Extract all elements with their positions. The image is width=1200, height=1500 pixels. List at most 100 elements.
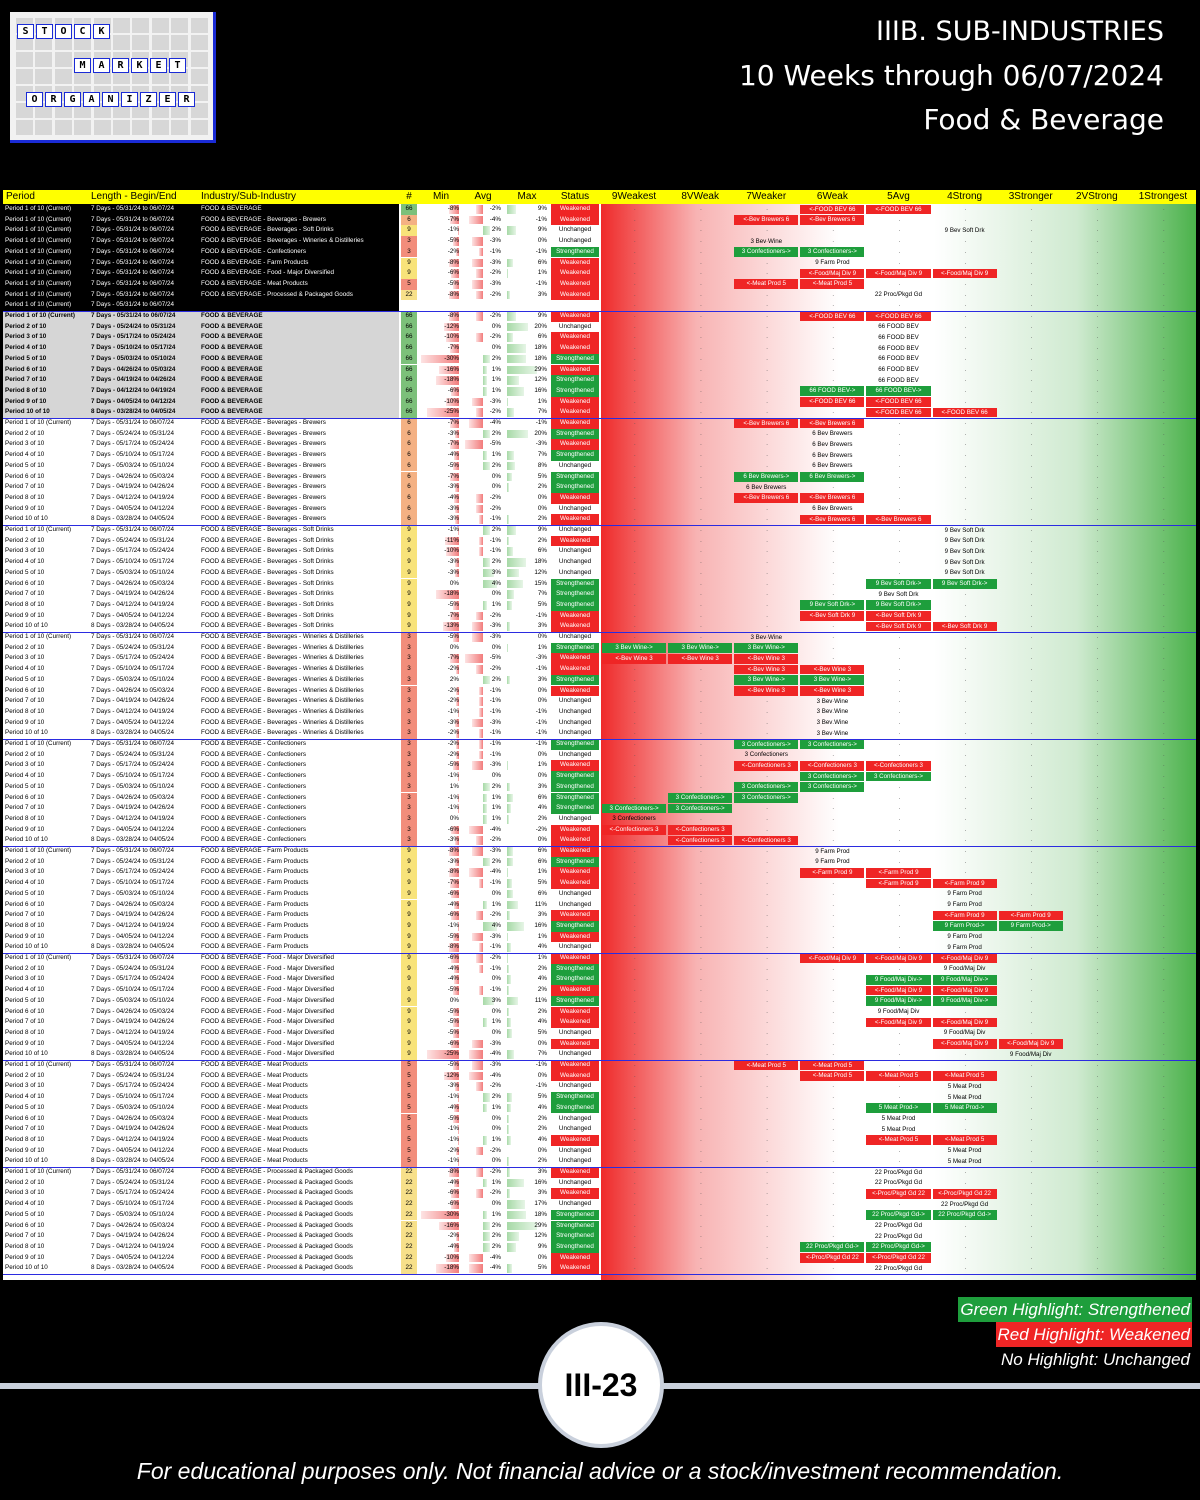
avg-bar bbox=[468, 1253, 483, 1263]
row-avg: -1% bbox=[489, 536, 501, 544]
row-period: Period 8 of 10 bbox=[5, 1242, 45, 1250]
rank-cell-dot: . bbox=[898, 462, 901, 469]
avg-bar bbox=[475, 911, 483, 920]
row-min: -5% bbox=[447, 761, 459, 769]
rank-cell-dot: . bbox=[964, 1179, 967, 1186]
avg-bar bbox=[479, 707, 483, 717]
rank-cell-dot: . bbox=[700, 634, 702, 640]
table-row: Period 3 of 10 7 Days - 05/17/24 to 05/24… bbox=[3, 1081, 1196, 1093]
row-industry: FOOD & BEVERAGE - Confectioners bbox=[201, 772, 306, 780]
logo-tile bbox=[190, 69, 208, 84]
row-period: Period 7 of 10 bbox=[5, 697, 45, 705]
rank-cell-dot: . bbox=[1096, 1190, 1099, 1197]
rank-cell-dot: . bbox=[1162, 837, 1165, 844]
rank-cell-dot: . bbox=[898, 826, 901, 833]
rank-cell-dot: . bbox=[700, 623, 702, 630]
rank-tag: 66 FOOD BEV bbox=[878, 355, 919, 363]
row-avg: -1% bbox=[489, 750, 501, 758]
row-count: 3 bbox=[401, 696, 417, 707]
max-bar bbox=[507, 526, 517, 535]
row-period: Period 4 of 10 bbox=[5, 558, 45, 566]
rank-cell-dot: . bbox=[898, 420, 901, 426]
rank-tag: 22 Proc/Pkgd Gd bbox=[874, 1168, 923, 1176]
avg-bar bbox=[483, 451, 487, 460]
max-bar bbox=[507, 814, 510, 824]
row-industry: FOOD & BEVERAGE - Confectioners bbox=[201, 814, 306, 822]
row-count: 66 bbox=[401, 407, 417, 418]
max-bar bbox=[507, 408, 515, 417]
row-avg: 3% bbox=[491, 996, 501, 1004]
rank-tag: <-Food/Maj Div 9 bbox=[800, 268, 865, 279]
row-max: -1% bbox=[535, 718, 547, 726]
rank-cell-dot: . bbox=[766, 1083, 768, 1090]
table-row: Period 1 of 10 (Current) 7 Days - 05/31/2… bbox=[3, 204, 1196, 215]
row-period: Period 1 of 10 (Current) bbox=[5, 247, 72, 255]
rank-cell-dot: . bbox=[832, 1158, 835, 1165]
group-divider bbox=[3, 632, 1196, 633]
logo-tile bbox=[35, 52, 53, 67]
row-length: 7 Days - 05/31/24 to 06/07/24 bbox=[91, 954, 174, 961]
min-bar bbox=[452, 1018, 459, 1027]
rank-cell-dot: . bbox=[634, 238, 636, 245]
row-status: Unchanged bbox=[558, 1082, 592, 1090]
min-bar bbox=[446, 333, 459, 343]
row-status: Weakened bbox=[551, 535, 599, 547]
row-period: Period 1 of 10 (Current) bbox=[5, 847, 72, 854]
table-row: Period 4 of 10 7 Days - 05/10/24 to 05/17… bbox=[3, 450, 1196, 461]
table-row: Period 9 of 10 7 Days - 04/05/24 to 04/12… bbox=[3, 396, 1196, 408]
rank-tag: 9 Bev Soft Drk bbox=[944, 526, 985, 534]
min-bar bbox=[457, 1135, 459, 1145]
rank-cell-dot: . bbox=[1096, 366, 1099, 373]
row-length: 7 Days - 05/10/24 to 05/17/24 bbox=[91, 451, 174, 459]
rank-cell-dot: . bbox=[1030, 612, 1033, 619]
logo-letter: E bbox=[150, 58, 167, 73]
logo-letter: I bbox=[121, 92, 138, 107]
rank-cell-dot: . bbox=[832, 537, 835, 544]
min-bar bbox=[456, 750, 459, 760]
rank-cell-dot: . bbox=[634, 355, 636, 362]
group-divider bbox=[3, 418, 1196, 419]
rank-cell-dot: . bbox=[700, 773, 702, 780]
row-avg: -3% bbox=[489, 622, 501, 630]
row-period: Period 1 of 10 (Current) bbox=[5, 279, 72, 287]
avg-bar bbox=[483, 461, 491, 471]
row-period: Period 4 of 10 bbox=[5, 772, 45, 780]
logo-letter: A bbox=[93, 58, 110, 73]
rank-cell-dot: . bbox=[766, 527, 768, 533]
row-industry: FOOD & BEVERAGE - Beverages - Wineries &… bbox=[201, 686, 364, 694]
rank-cell-dot: . bbox=[1030, 1201, 1033, 1208]
rank-cell-dot: . bbox=[634, 869, 636, 876]
row-length: 7 Days - 05/17/24 to 05/24/24 bbox=[91, 440, 174, 448]
row-status: Weakened bbox=[551, 1263, 599, 1274]
rank-cell-dot: . bbox=[1096, 484, 1099, 491]
rank-cell-dot: . bbox=[634, 773, 636, 780]
row-status: Strengthened bbox=[551, 674, 599, 686]
rank-cell-dot: . bbox=[832, 826, 835, 833]
row-min: -3% bbox=[447, 718, 459, 726]
row-length: 7 Days - 05/31/24 to 06/07/24 bbox=[91, 526, 174, 533]
rank-tag: <-Meat Prod 5 bbox=[932, 1071, 997, 1081]
max-bar bbox=[507, 793, 514, 803]
rank-cell-dot: . bbox=[832, 634, 835, 640]
rank-cell-dot: . bbox=[1162, 623, 1165, 630]
current-period-block bbox=[3, 204, 399, 311]
row-industry: FOOD & BEVERAGE - Confectioners bbox=[201, 247, 306, 255]
max-bar bbox=[507, 964, 510, 974]
rank-cell-dot: . bbox=[1162, 1190, 1165, 1197]
row-max: 3% bbox=[537, 1168, 547, 1175]
rank-cell-dot: . bbox=[766, 612, 768, 619]
row-length: 8 Days - 03/28/24 to 04/05/24 bbox=[91, 1264, 174, 1272]
row-length: 7 Days - 04/19/24 to 04/26/24 bbox=[91, 911, 174, 919]
row-avg: -3% bbox=[489, 237, 501, 245]
rank-cell-dot: . bbox=[766, 1254, 768, 1261]
row-period: Period 6 of 10 bbox=[5, 1007, 45, 1015]
row-industry: FOOD & BEVERAGE - Processed & Packaged G… bbox=[201, 1253, 353, 1261]
table-row: Period 1 of 10 (Current) 7 Days - 05/31/2… bbox=[3, 278, 1196, 290]
rank-cell-dot: . bbox=[964, 420, 967, 426]
rank-cell-dot: . bbox=[1030, 238, 1033, 245]
rank-cell-dot: . bbox=[634, 1254, 636, 1261]
row-industry: FOOD & BEVERAGE - Confectioners bbox=[201, 782, 306, 790]
rank-cell-dot: . bbox=[766, 569, 768, 576]
row-period: Period 4 of 10 bbox=[5, 451, 45, 459]
row-max: 3% bbox=[537, 911, 547, 919]
